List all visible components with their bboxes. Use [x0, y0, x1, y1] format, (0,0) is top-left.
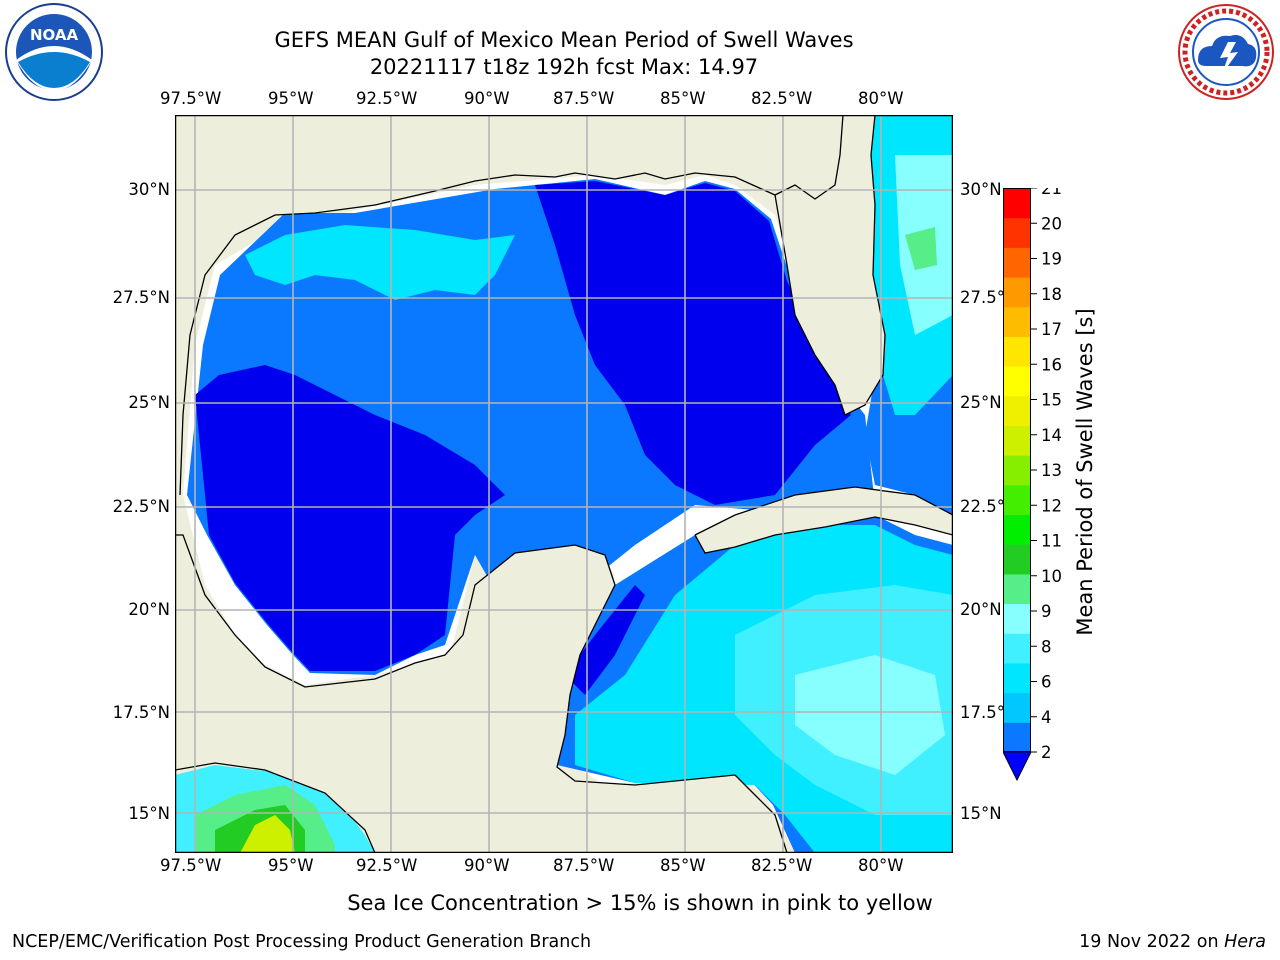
lat-label-left: 20°N [128, 600, 170, 619]
colorbar-segment [1003, 544, 1031, 575]
lon-label-top: 82.5°W [751, 89, 813, 108]
colorbar-extend-triangle [1002, 751, 1032, 782]
lon-label-top: 90°W [464, 89, 510, 108]
lat-label-right: 25°N [960, 393, 1002, 412]
colorbar-segment [1003, 514, 1031, 545]
colorbar-tick-label: 8 [1041, 637, 1052, 656]
lat-label-left: 17.5°N [112, 703, 170, 722]
lon-label-bottom: 80°W [858, 856, 904, 875]
chart-title: GEFS MEAN Gulf of Mexico Mean Period of … [274, 28, 854, 52]
colorbar-tick-label: 18 [1041, 285, 1062, 304]
host-text: Hera [1224, 932, 1266, 952]
colorbar-tick-label: 9 [1041, 602, 1052, 621]
lat-label-left: 15°N [128, 804, 170, 823]
colorbar-tick-label: 12 [1041, 496, 1062, 515]
colorbar-tick-label: 16 [1041, 355, 1062, 374]
colorbar-segment [1003, 366, 1031, 397]
colorbar-segment [1003, 247, 1031, 278]
lat-label-right: 20°N [960, 600, 1002, 619]
map-gridlines [175, 115, 953, 853]
colorbar-tick-label: 17 [1041, 320, 1062, 339]
lat-label-left: 27.5°N [112, 288, 170, 307]
lat-label-left: 25°N [128, 393, 170, 412]
colorbar-segment [1003, 455, 1031, 486]
lon-label-top: 97.5°W [160, 89, 222, 108]
colorbar-tick-label: 21 [1041, 188, 1062, 198]
lon-label-bottom: 90°W [464, 856, 510, 875]
lon-label-bottom: 85°W [660, 856, 706, 875]
colorbar-tick-label: 10 [1041, 567, 1062, 586]
colorbar-tick-label: 4 [1041, 708, 1052, 727]
colorbar-segment [1003, 633, 1031, 664]
colorbar-segment [1003, 395, 1031, 426]
colorbar-segment [1003, 484, 1031, 516]
colorbar-segment [1003, 603, 1031, 634]
colorbar-segment [1003, 188, 1031, 219]
colorbar-tick-label: 2 [1041, 743, 1052, 762]
lon-label-top: 92.5°W [356, 89, 418, 108]
colorbar-tick-label: 15 [1041, 391, 1062, 410]
colorbar-segment [1003, 277, 1031, 308]
colorbar-segment [1003, 692, 1031, 723]
lat-label-right: 15°N [960, 804, 1002, 823]
sea-ice-note: Sea Ice Concentration > 15% is shown in … [347, 891, 933, 915]
colorbar-segment [1003, 662, 1031, 694]
colorbar-tick-label: 6 [1041, 673, 1052, 692]
lon-label-top: 87.5°W [553, 89, 615, 108]
lon-label-bottom: 95°W [268, 856, 314, 875]
lat-label-right: 30°N [960, 180, 1002, 199]
lon-label-top: 85°W [660, 89, 706, 108]
colorbar-outline [1003, 188, 1031, 752]
noaa-logo: NOAA [4, 2, 104, 102]
colorbar-tick-label: 19 [1041, 250, 1062, 269]
colorbar-tick-label: 20 [1041, 214, 1062, 233]
colorbar-segment [1003, 573, 1031, 605]
gulf-of-mexico-map [174, 114, 954, 854]
lon-label-bottom: 82.5°W [751, 856, 813, 875]
date-stamp: 19 Nov 2022 on Hera [1079, 932, 1266, 952]
colorbar-segment [1003, 722, 1031, 753]
lon-label-bottom: 92.5°W [356, 856, 418, 875]
colorbar-segment [1003, 425, 1031, 456]
lon-label-bottom: 97.5°W [160, 856, 222, 875]
date-text: 19 Nov 2022 on [1079, 932, 1219, 952]
chart-subtitle: 20221117 t18z 192h fcst Max: 14.97 [369, 55, 759, 79]
colorbar-tick-label: 11 [1041, 532, 1062, 551]
nws-logo [1176, 2, 1276, 102]
lat-label-left: 30°N [128, 180, 170, 199]
colorbar-segment [1003, 306, 1031, 337]
colorbar-tick-label: 13 [1041, 461, 1062, 480]
noaa-logo-text: NOAA [30, 26, 79, 44]
lon-label-top: 95°W [268, 89, 314, 108]
colorbar: 21 20 19 18 17 16 15 14 13 12 11 10 9 8 6 4 2 [1002, 179, 1133, 788]
colorbar-label: Mean Period of Swell Waves [s] [1073, 308, 1097, 636]
colorbar-segment [1003, 336, 1031, 367]
colorbar-segment [1003, 217, 1031, 248]
credit-text: NCEP/EMC/Verification Post Processing Pr… [12, 932, 592, 952]
lon-label-bottom: 87.5°W [553, 856, 615, 875]
lat-label-left: 22.5°N [112, 497, 170, 516]
colorbar-tick-label: 14 [1041, 426, 1062, 445]
lon-label-top: 80°W [858, 89, 904, 108]
